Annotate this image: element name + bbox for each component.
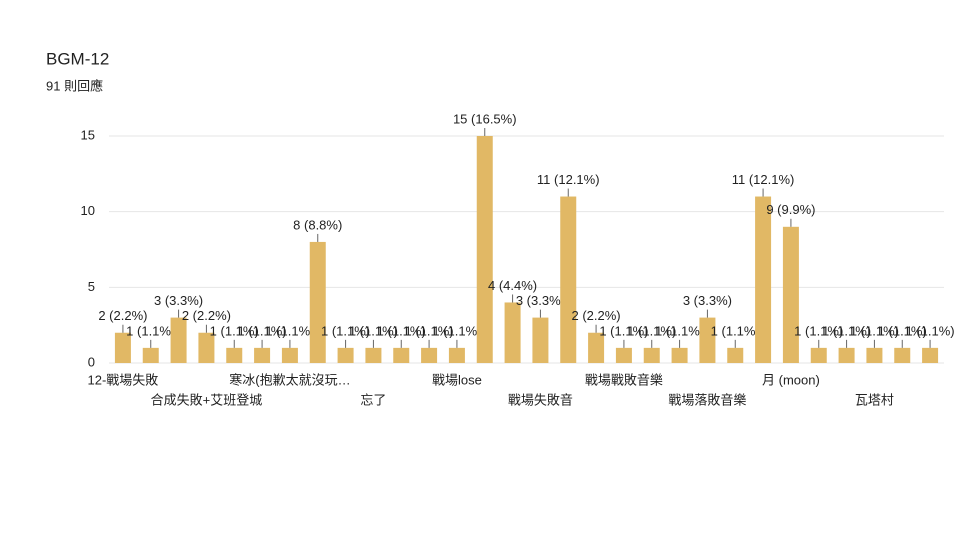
data-label: 1 (1.1%)	[711, 323, 760, 338]
data-label: 1 (1.1%)	[850, 323, 899, 338]
x-tick-label: 戰場落敗音樂	[668, 392, 746, 407]
bar	[226, 347, 243, 363]
data-label: 11 (12.1%)	[537, 172, 600, 187]
bar	[504, 302, 521, 363]
data-label: 9 (9.9%)	[766, 202, 815, 217]
data-label: 3 (3.3%)	[683, 293, 732, 308]
x-tick-label: 戰場戰敗音樂	[585, 372, 663, 387]
x-tick-label: 戰場失敗音	[508, 392, 573, 407]
data-label: 1 (1.1%)	[349, 323, 398, 338]
data-label: 1 (1.1%)	[238, 323, 287, 338]
bar	[810, 347, 827, 363]
bar	[142, 347, 159, 363]
bar	[198, 332, 215, 363]
x-tick-label: 寒冰(抱歉太就沒玩…	[229, 372, 350, 387]
chart-title: BGM-12	[46, 49, 109, 68]
bar	[365, 347, 382, 363]
data-label: 2 (2.2%)	[182, 308, 231, 323]
data-label: 1 (1.1%)	[265, 323, 314, 338]
bar	[309, 241, 326, 363]
bar	[532, 317, 549, 363]
bar	[170, 317, 187, 363]
bar	[560, 196, 577, 363]
bar	[671, 347, 688, 363]
data-label: 1 (1.1%)	[906, 323, 955, 338]
data-label: 15 (16.5%)	[453, 111, 517, 126]
bar	[922, 347, 939, 363]
data-label: 1 (1.1%)	[405, 323, 454, 338]
y-tick-label: 0	[88, 354, 95, 369]
bar	[254, 347, 271, 363]
y-tick-label: 10	[81, 203, 95, 218]
bar	[393, 347, 410, 363]
data-label: 1 (1.1%)	[878, 323, 927, 338]
data-label: 1 (1.1%)	[432, 323, 481, 338]
data-label: 1 (1.1%)	[126, 323, 175, 338]
x-tick-label: 月 (moon)	[762, 372, 820, 387]
bar	[755, 196, 772, 363]
bar	[281, 347, 298, 363]
data-label: 1 (1.1%)	[794, 323, 843, 338]
bar	[727, 347, 744, 363]
bar	[894, 347, 911, 363]
bar	[782, 226, 799, 363]
bar	[421, 347, 438, 363]
bar	[588, 332, 605, 363]
data-label: 1 (1.1%)	[321, 323, 370, 338]
bar	[114, 332, 131, 363]
data-label: 3 (3.3%)	[516, 293, 565, 308]
x-tick-label: 瓦塔村	[855, 392, 894, 407]
bar	[699, 317, 716, 363]
data-label: 2 (2.2%)	[572, 308, 621, 323]
bar	[448, 347, 465, 363]
chart-subtitle: 91 則回應	[46, 78, 103, 93]
bar	[643, 347, 660, 363]
data-label: 1 (1.1%)	[210, 323, 259, 338]
data-label: 2 (2.2%)	[98, 308, 147, 323]
x-tick-label: 戰場lose	[432, 372, 482, 387]
data-label: 1 (1.1%)	[822, 323, 871, 338]
data-label: 8 (8.8%)	[293, 217, 342, 232]
x-tick-label: 忘了	[360, 392, 386, 407]
x-tick-label: 合成失敗+艾班登城	[151, 392, 263, 407]
bar	[615, 347, 632, 363]
data-label: 3 (3.3%)	[154, 293, 203, 308]
y-tick-label: 15	[81, 127, 95, 142]
data-label: 1 (1.1%)	[377, 323, 426, 338]
data-label: 1 (1.1%)	[599, 323, 648, 338]
bar	[866, 347, 883, 363]
bar	[476, 136, 493, 363]
bar	[838, 347, 855, 363]
data-label: 1 (1.1%)	[655, 323, 704, 338]
bar	[337, 347, 354, 363]
y-tick-label: 5	[88, 279, 95, 294]
data-label: 11 (12.1%)	[732, 172, 795, 187]
x-tick-label: 12-戰場失敗	[88, 372, 159, 387]
data-label: 1 (1.1%)	[627, 323, 676, 338]
data-label: 4 (4.4%)	[488, 278, 537, 293]
